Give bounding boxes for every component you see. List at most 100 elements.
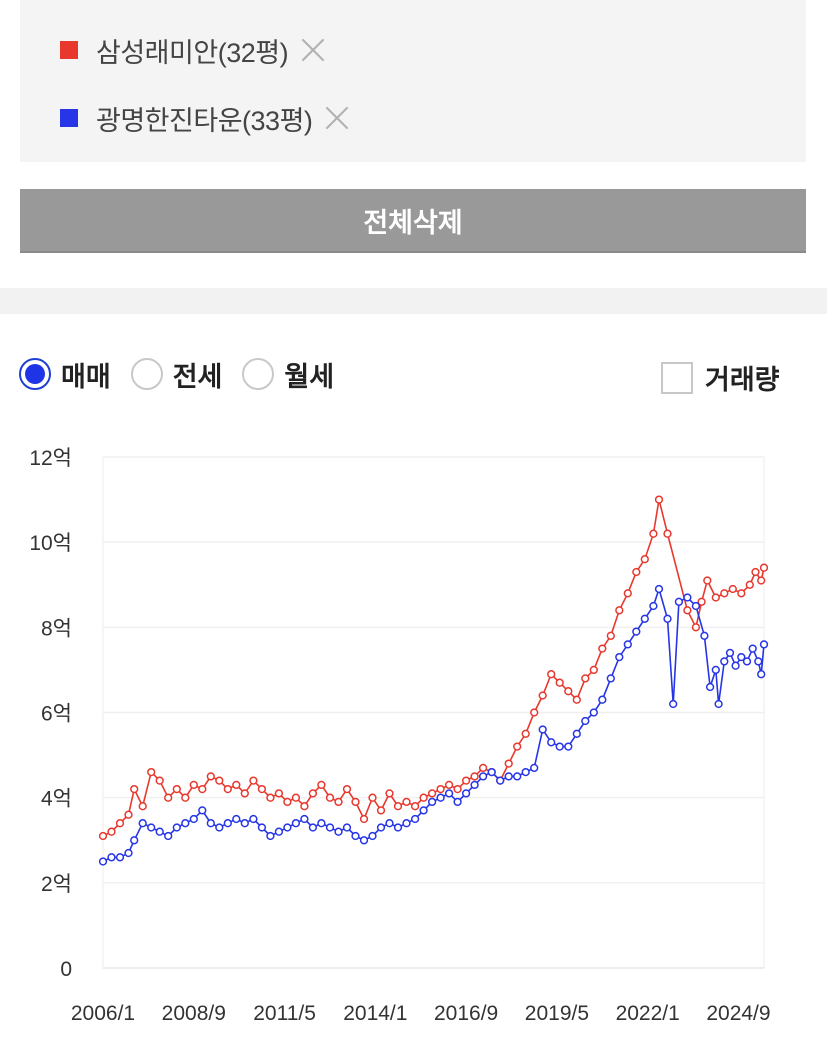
data-point (705, 682, 715, 692)
data-point (232, 780, 241, 790)
data-point (478, 763, 488, 773)
data-point (453, 797, 462, 807)
data-point (172, 823, 181, 832)
radio-monthly-rent[interactable]: 월세 (242, 355, 334, 394)
data-point (198, 806, 207, 815)
y-tick-label: 8억 (41, 617, 72, 640)
data-point (130, 784, 139, 794)
data-point (342, 784, 352, 794)
data-point (530, 708, 539, 717)
radio-button-icon[interactable] (19, 358, 51, 390)
data-point (351, 831, 360, 841)
radio-label: 매매 (61, 361, 111, 392)
trade-volume-label: 거래량 (705, 365, 780, 395)
data-point (547, 738, 556, 747)
data-point (124, 810, 133, 819)
data-point (632, 627, 641, 636)
delete-all-button[interactable]: 전체삭제 (20, 189, 806, 253)
data-point (359, 814, 369, 824)
data-point (615, 652, 624, 662)
data-point (232, 814, 241, 824)
data-point (598, 695, 607, 704)
data-point (444, 789, 454, 798)
data-point (640, 614, 649, 623)
data-point (393, 802, 403, 811)
data-point (181, 793, 190, 802)
data-point (547, 670, 556, 679)
data-point (300, 802, 309, 811)
data-point (223, 784, 232, 794)
trade-volume-toggle[interactable]: 거래량 (661, 358, 780, 397)
data-point (737, 652, 746, 662)
data-point (351, 797, 360, 807)
x-tick-label: 2022/1 (616, 1002, 680, 1025)
data-point (223, 819, 232, 828)
data-point (759, 563, 769, 572)
data-point (669, 699, 678, 709)
data-point (572, 695, 581, 704)
data-point (589, 665, 598, 675)
radio-label: 월세 (284, 361, 335, 392)
data-point (215, 776, 224, 785)
radio-jeonse[interactable]: 전세 (130, 355, 223, 394)
data-point (215, 823, 224, 832)
price-line-chart: 0 2억 4억 6억 8억 10억 12억 2006/1 2008/9 2011/5 2014/1 2… (29, 447, 770, 1025)
data-point (334, 797, 343, 807)
y-tick-label: 4억 (41, 788, 72, 811)
data-point (257, 784, 267, 794)
data-point (720, 589, 729, 598)
data-point (385, 789, 394, 798)
y-tick-label: 2억 (41, 873, 72, 896)
data-point (598, 644, 607, 653)
data-point (663, 529, 672, 538)
radio-button-icon[interactable] (242, 358, 275, 390)
data-point (393, 823, 403, 832)
comparison-item-name: 광명한진타운(33평) (96, 105, 313, 136)
data-point (376, 806, 386, 815)
data-point (107, 827, 116, 836)
data-point (674, 597, 684, 606)
data-point (728, 584, 737, 594)
data-point (402, 797, 411, 807)
close-icon[interactable] (300, 37, 326, 63)
data-point (155, 776, 164, 785)
y-tick-label: 10억 (29, 532, 72, 555)
data-point (720, 657, 729, 666)
data-point (427, 797, 437, 807)
data-point (521, 767, 530, 777)
data-point (496, 776, 505, 785)
data-point (368, 793, 377, 802)
data-point (368, 831, 377, 841)
data-point (555, 678, 564, 687)
data-point (130, 836, 139, 845)
data-point (649, 601, 658, 611)
series-hanjin-town (98, 584, 769, 866)
data-point (697, 597, 706, 606)
y-tick-label: 6억 (41, 703, 72, 726)
data-point (266, 793, 275, 802)
data-point (703, 576, 712, 585)
radio-sale[interactable]: 매매 (19, 355, 111, 394)
data-point (470, 780, 479, 790)
data-point (115, 853, 125, 862)
data-point (461, 776, 471, 785)
chart-axes: 0 2억 4억 6억 8억 10억 12억 2006/1 2008/9 2011/5 2014/1 2… (29, 447, 770, 1025)
trade-volume-checkbox[interactable] (661, 361, 693, 394)
data-point (376, 823, 386, 832)
radio-label: 전세 (172, 361, 223, 392)
data-point (410, 802, 420, 811)
x-tick-label: 2016/9 (434, 1002, 498, 1025)
data-point (436, 784, 445, 794)
data-point (359, 836, 369, 845)
data-point (654, 495, 664, 504)
data-point (291, 793, 301, 802)
data-point (654, 584, 664, 594)
close-icon[interactable] (324, 105, 350, 131)
data-point (172, 784, 181, 794)
data-point (334, 827, 343, 836)
data-point (300, 814, 309, 824)
data-point (589, 708, 598, 717)
radio-button-icon[interactable] (130, 358, 163, 390)
data-point (714, 699, 723, 709)
data-point (240, 819, 249, 828)
